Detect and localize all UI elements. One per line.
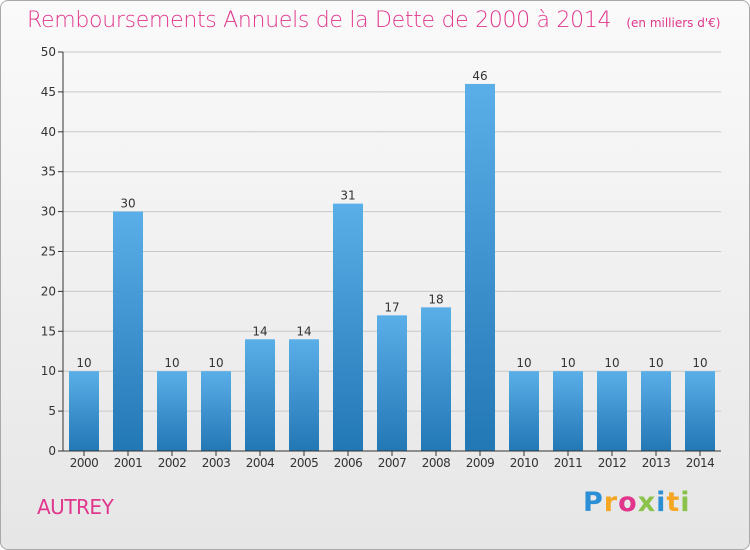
brand-letter: r	[603, 487, 619, 518]
data-label: 10	[604, 356, 619, 370]
axes: 0 5 10 15 20 25 30 35 40 45 50 2000 2001 2002 2003 2004…	[41, 45, 721, 470]
y-tick-label: 10	[41, 364, 56, 378]
y-tick-label: 15	[41, 324, 56, 338]
bar-2006	[333, 203, 363, 451]
y-tick-label: 35	[41, 165, 56, 179]
y-tick-label: 45	[41, 85, 56, 99]
data-label: 30	[120, 197, 135, 211]
x-tick-label: 2014	[686, 456, 715, 470]
brand-letter: o	[618, 487, 638, 518]
bar-2012	[597, 371, 627, 451]
data-label: 10	[164, 356, 179, 370]
bar-2005	[289, 339, 319, 451]
data-label: 10	[516, 356, 531, 370]
brand-letter: P	[583, 487, 604, 518]
bar-2003	[201, 371, 231, 451]
y-tick-label: 25	[41, 245, 56, 259]
bar-2013	[641, 371, 671, 451]
bar-2007	[377, 315, 407, 451]
data-label: 10	[648, 356, 663, 370]
bar-2010	[509, 371, 539, 451]
chart-title-row: Remboursements Annuels de la Dette de 20…	[27, 8, 720, 33]
bar-2011	[553, 371, 583, 451]
bar-2004	[245, 339, 275, 451]
chart-title: Remboursements Annuels de la Dette de 20…	[27, 8, 612, 33]
x-tick-label: 2005	[290, 456, 319, 470]
data-label: 14	[252, 324, 267, 338]
x-tick-label: 2011	[554, 456, 583, 470]
x-tick-label: 2008	[422, 456, 451, 470]
y-tick-label: 0	[48, 444, 56, 458]
x-tick-label: 2007	[378, 456, 407, 470]
data-label: 14	[296, 324, 311, 338]
commune-name: AUTREY	[37, 495, 114, 519]
bar-2008	[421, 307, 451, 451]
data-label: 18	[428, 292, 443, 306]
bar-2009	[465, 83, 495, 452]
y-tick-label: 50	[41, 45, 56, 59]
x-tick-label: 2006	[334, 456, 363, 470]
x-tick-label: 2012	[598, 456, 627, 470]
data-label: 17	[384, 300, 399, 314]
x-tick-label: 2000	[70, 456, 99, 470]
bar-2014	[685, 371, 715, 451]
bars	[69, 83, 715, 452]
brand-letter: i	[680, 487, 691, 518]
data-labels: 10 30 10 10 14 14 31 17 18 46 10 10 10 10 10	[76, 69, 707, 370]
y-tick-label: 20	[41, 284, 56, 298]
y-tick-label: 30	[41, 205, 56, 219]
x-tick-label: 2001	[114, 456, 143, 470]
x-tick-label: 2010	[510, 456, 539, 470]
brand-letter: i	[656, 487, 667, 518]
brand-letter: t	[666, 487, 681, 518]
data-label: 31	[340, 189, 355, 203]
x-tick-label: 2003	[202, 456, 231, 470]
chart-unit-label: (en milliers d'€)	[626, 16, 721, 30]
bar-2001	[113, 211, 143, 451]
x-tick-label: 2009	[466, 456, 495, 470]
x-tick-label: 2004	[246, 456, 275, 470]
bar-2000	[69, 371, 99, 451]
data-label: 10	[560, 356, 575, 370]
x-tick-label: 2013	[642, 456, 671, 470]
data-label: 46	[472, 69, 487, 83]
y-tick-label: 5	[48, 404, 56, 418]
bar-2002	[157, 371, 187, 451]
y-tick-label: 40	[41, 125, 56, 139]
x-tick-label: 2002	[158, 456, 187, 470]
brand-logo: Proxiti	[583, 487, 691, 518]
brand-letter: x	[637, 487, 657, 518]
data-label: 10	[208, 356, 223, 370]
data-label: 10	[692, 356, 707, 370]
data-label: 10	[76, 356, 91, 370]
